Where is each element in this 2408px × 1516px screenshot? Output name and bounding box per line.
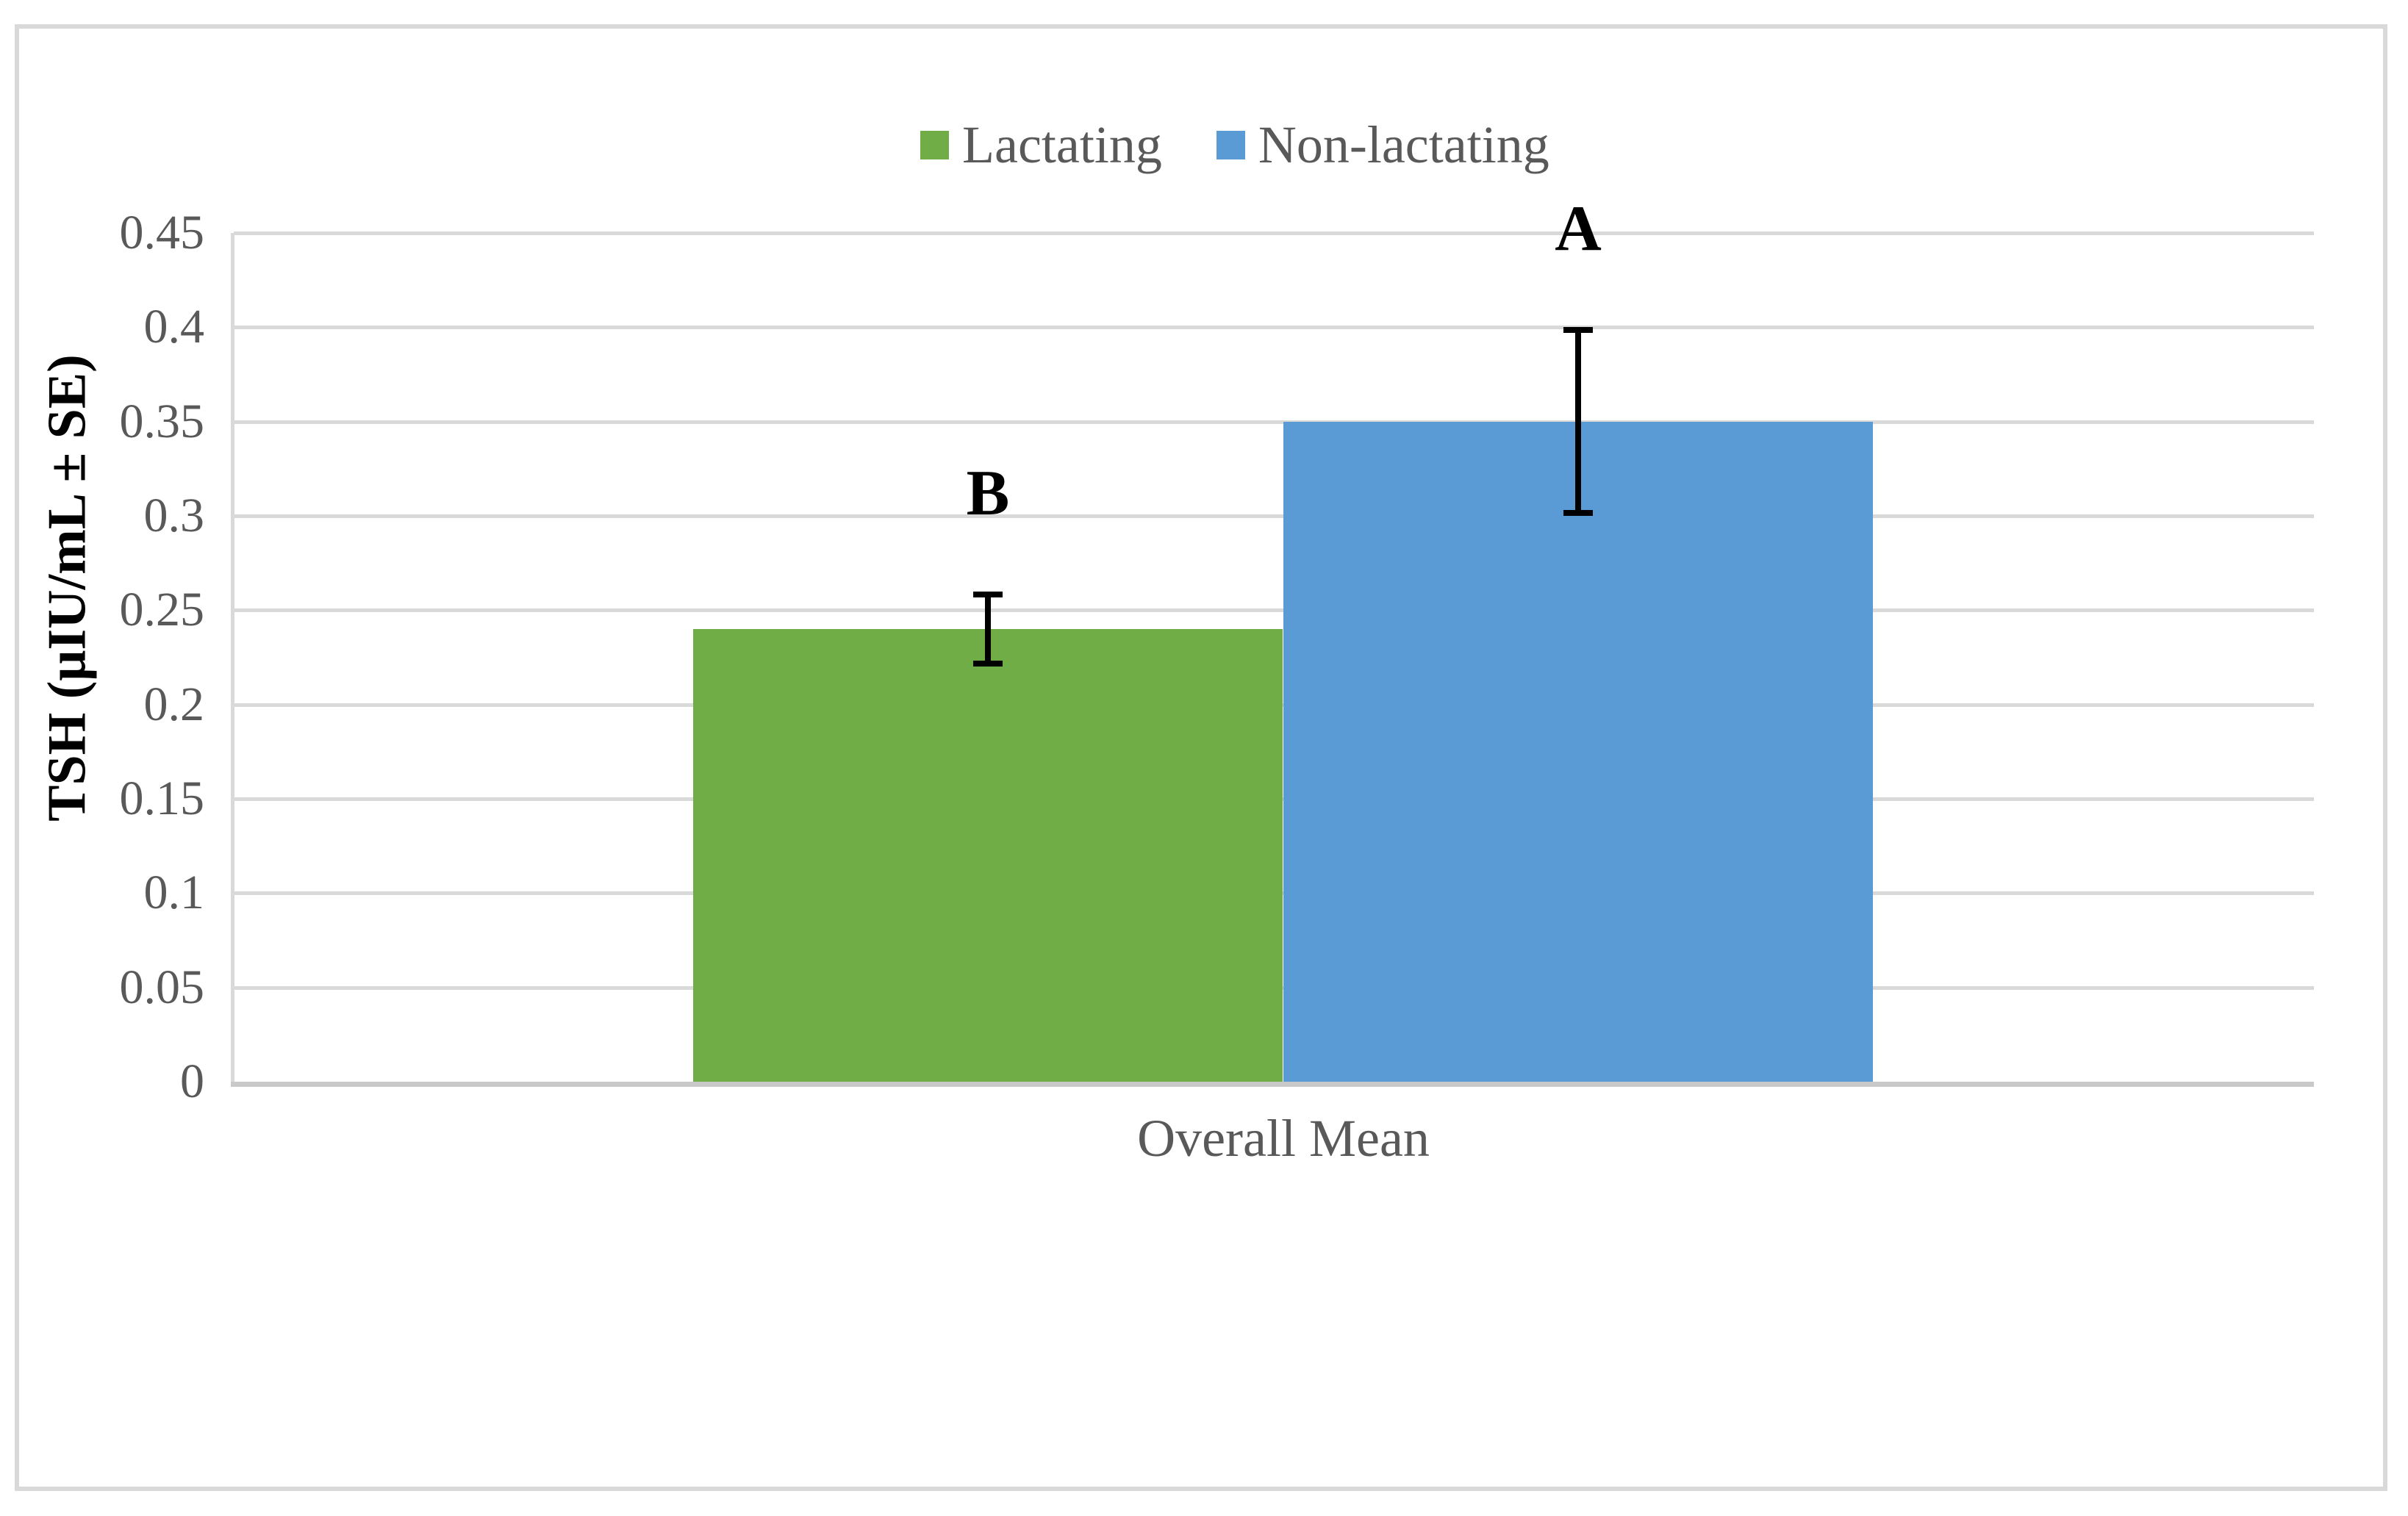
legend: Lactating Non-lactating — [920, 112, 1549, 177]
y-tick-label: 0.2 — [143, 678, 205, 731]
sig-letter-lactating: B — [966, 458, 1010, 529]
gridline — [234, 326, 2314, 329]
y-tick-label: 0.45 — [119, 206, 205, 259]
legend-swatch-lactating — [920, 130, 949, 159]
error-bar-top-cap-non-lactating — [1563, 327, 1593, 333]
error-bar-lactating — [985, 592, 991, 667]
x-axis-line — [231, 1082, 2314, 1087]
legend-swatch-non-lactating — [1216, 130, 1245, 159]
sig-letter-non-lactating: A — [1555, 193, 1602, 265]
y-tick-label: 0.15 — [119, 772, 205, 825]
y-tick-label: 0.25 — [119, 583, 205, 636]
gridline — [234, 514, 2314, 518]
gridline — [234, 231, 2314, 235]
y-tick-label: 0.35 — [119, 395, 205, 448]
legend-item-non-lactating: Non-lactating — [1216, 112, 1549, 177]
y-tick-label: 0.3 — [143, 489, 205, 542]
bar-lactating — [693, 629, 1283, 1082]
legend-label-non-lactating: Non-lactating — [1258, 115, 1549, 174]
error-bar-non-lactating — [1575, 327, 1581, 516]
x-category-label: Overall Mean — [1137, 1109, 1430, 1168]
gridline — [234, 608, 2314, 612]
plot-area: Overall Mean 0.45 0.4 0.35 0.3 0.25 0.2 0.15 0.… — [120, 193, 2314, 1168]
y-tick-label: 0.1 — [143, 866, 205, 919]
y-axis-line — [231, 233, 234, 1082]
y-tick-label: 0.05 — [119, 960, 205, 1014]
error-bar-top-cap-lactating — [973, 592, 1003, 597]
gridline — [234, 420, 2314, 424]
y-tick-label: 0 — [180, 1055, 204, 1108]
error-bar-bottom-cap-lactating — [973, 661, 1003, 667]
legend-item-lactating: Lactating — [920, 112, 1162, 177]
y-tick-label: 0.4 — [143, 300, 205, 353]
bar-non-lactating — [1283, 422, 1873, 1082]
error-bar-bottom-cap-non-lactating — [1563, 510, 1593, 516]
legend-label-lactating: Lactating — [962, 115, 1162, 174]
